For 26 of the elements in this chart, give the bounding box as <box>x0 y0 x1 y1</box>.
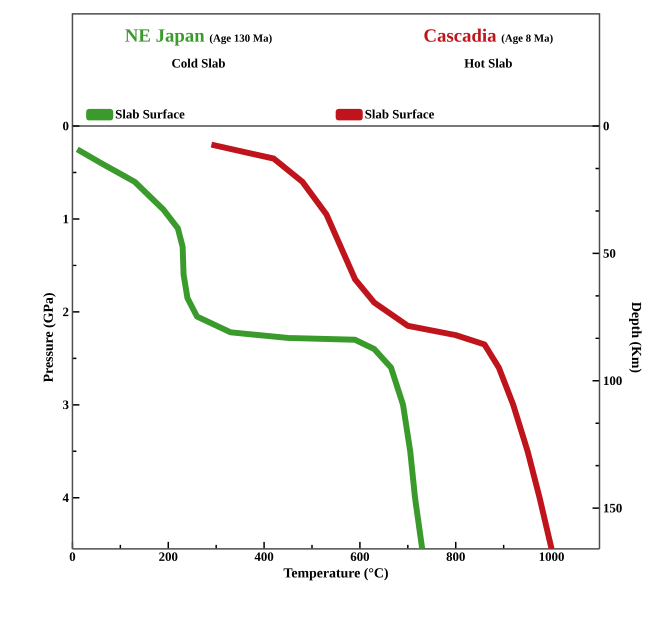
y-tick-label: 2 <box>63 307 68 316</box>
text: (Age 130 Ma) <box>210 34 272 44</box>
y2-tick-label: 50 <box>603 248 616 258</box>
x-tick-label: 600 <box>350 552 370 561</box>
x-tick-label: 0 <box>70 552 76 561</box>
y2-tick-label: 150 <box>604 504 622 512</box>
x-axis-title: Temperature (°C) <box>284 568 388 580</box>
y2-axis-title: Depth (Km) <box>629 302 642 372</box>
y-tick-label: 0 <box>63 122 68 130</box>
x-tick-label: 800 <box>446 552 465 561</box>
text: NE Japan <box>125 29 204 46</box>
x-tick-label: 200 <box>159 552 178 561</box>
legend-label: Slab Surface <box>365 109 434 118</box>
text: (Age 8 Ma) <box>502 34 553 44</box>
y2-tick-label: 100 <box>604 376 622 385</box>
text: Cold Slab <box>172 58 225 68</box>
legend-label: Slab Surface <box>116 109 184 118</box>
x-tick-label: 1000 <box>540 552 564 561</box>
y-tick-label: 1 <box>64 214 68 224</box>
text: Hot Slab <box>464 58 512 68</box>
y-tick-label: 3 <box>63 400 69 409</box>
y-tick-label: 4 <box>62 493 69 502</box>
x-tick-label: 400 <box>254 552 274 561</box>
text: Cascadia <box>424 28 496 42</box>
y2-tick-label: 0 <box>603 122 609 130</box>
y-axis-title: Pressure (GPa) <box>43 293 56 382</box>
